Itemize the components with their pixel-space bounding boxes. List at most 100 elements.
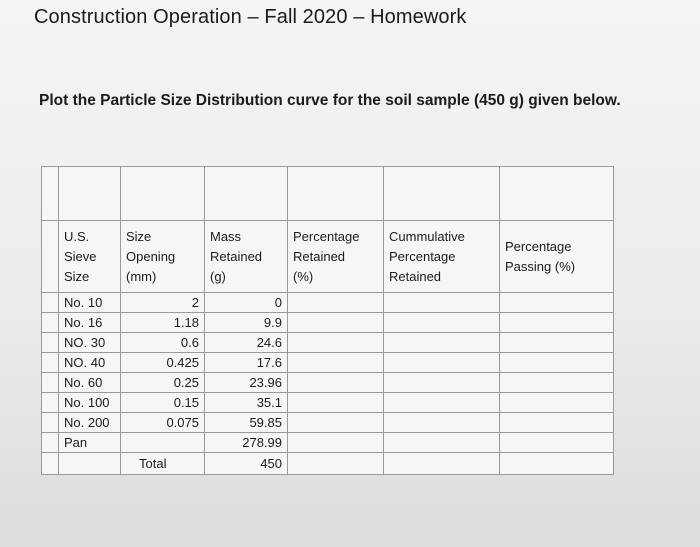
header-line: Cummulative	[389, 228, 465, 244]
total-mass: 450	[204, 452, 288, 475]
table-cell	[41, 352, 59, 373]
percent-passing-cell	[499, 312, 614, 333]
opening-cell: 0.25	[120, 372, 205, 393]
page-title: Construction Operation – Fall 2020 – Hom…	[34, 6, 467, 28]
sieve-cell: Pan	[58, 432, 121, 453]
header-line: Percentage	[293, 228, 360, 244]
header-cumulative-retained: Cummulative Percentage Retained	[383, 220, 500, 293]
sieve-cell: NO. 30	[58, 332, 121, 353]
table-cell	[204, 166, 288, 221]
header-line: (%)	[293, 268, 314, 284]
opening-cell: 0.425	[120, 352, 205, 373]
table-cell	[41, 432, 59, 453]
table-cell	[41, 220, 59, 293]
percent-retained-cell	[287, 412, 384, 433]
percent-passing-cell	[499, 292, 614, 313]
percent-passing-cell	[499, 392, 614, 413]
sieve-cell: NO. 40	[58, 352, 121, 373]
cumulative-retained-cell	[383, 372, 500, 393]
header-line: Size	[64, 268, 90, 284]
table-cell	[41, 312, 59, 333]
mass-cell: 24.6	[204, 332, 288, 353]
header-line: (mm)	[126, 268, 157, 284]
cumulative-retained-cell	[383, 392, 500, 413]
table-cell	[41, 166, 59, 221]
header-line: Retained	[389, 268, 442, 284]
percent-retained-cell	[287, 332, 384, 353]
table-cell	[41, 292, 59, 313]
sieve-cell: No. 10	[58, 292, 121, 313]
mass-cell: 17.6	[204, 352, 288, 373]
table-cell	[287, 452, 384, 475]
cumulative-retained-cell	[383, 412, 500, 433]
percent-passing-cell	[499, 412, 614, 433]
mass-cell: 278.99	[204, 432, 288, 453]
header-line: U.S.	[64, 228, 90, 244]
mass-cell: 0	[204, 292, 288, 313]
opening-cell: 1.18	[120, 312, 205, 333]
percent-retained-cell	[287, 292, 384, 313]
sieve-cell: No. 200	[58, 412, 121, 433]
header-line: Percentage	[505, 238, 572, 254]
opening-cell	[120, 432, 205, 453]
header-line: Percentage	[389, 248, 456, 264]
percent-retained-cell	[287, 432, 384, 453]
cumulative-retained-cell	[383, 292, 500, 313]
opening-cell: 2	[120, 292, 205, 313]
table-cell	[287, 166, 384, 221]
percent-retained-cell	[287, 352, 384, 373]
mass-cell: 35.1	[204, 392, 288, 413]
table-cell	[41, 332, 59, 353]
percent-retained-cell	[287, 312, 384, 333]
opening-cell: 0.15	[120, 392, 205, 413]
cumulative-retained-cell	[383, 432, 500, 453]
table-cell	[41, 412, 59, 433]
table-row: NO. 40 0.425 17.6	[41, 352, 614, 373]
table-cell	[499, 166, 614, 221]
header-percentage-passing: Percentage Passing (%)	[499, 220, 614, 293]
table-header-row: U.S. Sieve Size Size Opening (mm) Mass R…	[41, 220, 614, 293]
table-row: No. 200 0.075 59.85	[41, 412, 614, 433]
mass-cell: 23.96	[204, 372, 288, 393]
header-line: Retained	[210, 248, 263, 264]
cumulative-retained-cell	[383, 312, 500, 333]
table-row: No. 16 1.18 9.9	[41, 312, 614, 333]
header-line: Passing (%)	[505, 258, 576, 274]
header-line: Size	[126, 228, 152, 244]
header-mass-retained: Mass Retained (g)	[204, 220, 288, 293]
header-line: Retained	[293, 248, 346, 264]
header-line: Mass	[210, 228, 242, 244]
table-cell	[120, 166, 205, 221]
header-percentage-retained: Percentage Retained (%)	[287, 220, 384, 293]
header-line: Sieve	[64, 248, 97, 264]
table-top-row	[41, 166, 614, 221]
table-cell	[383, 166, 500, 221]
header-sieve-size: U.S. Sieve Size	[58, 220, 121, 293]
table-cell	[41, 392, 59, 413]
sieve-cell: No. 60	[58, 372, 121, 393]
header-line: (g)	[210, 268, 226, 284]
percent-passing-cell	[499, 332, 614, 353]
table-cell	[41, 452, 59, 475]
table-cell	[383, 452, 500, 475]
table-cell	[58, 166, 121, 221]
table-row: NO. 30 0.6 24.6	[41, 332, 614, 353]
percent-passing-cell	[499, 372, 614, 393]
sieve-analysis-table: U.S. Sieve Size Size Opening (mm) Mass R…	[41, 166, 614, 475]
table-row: No. 100 0.15 35.1	[41, 392, 614, 413]
total-label: Total	[120, 452, 205, 475]
table-cell	[58, 452, 121, 475]
table-row: No. 10 2 0	[41, 292, 614, 313]
sieve-cell: No. 16	[58, 312, 121, 333]
instruction-text: Plot the Particle Size Distribution curv…	[39, 92, 621, 109]
percent-passing-cell	[499, 432, 614, 453]
percent-retained-cell	[287, 392, 384, 413]
table-row: No. 60 0.25 23.96	[41, 372, 614, 393]
mass-cell: 59.85	[204, 412, 288, 433]
opening-cell: 0.6	[120, 332, 205, 353]
table-row: Pan 278.99	[41, 432, 614, 453]
opening-cell: 0.075	[120, 412, 205, 433]
total-row: Total 450	[41, 452, 614, 475]
sieve-cell: No. 100	[58, 392, 121, 413]
cumulative-retained-cell	[383, 352, 500, 373]
